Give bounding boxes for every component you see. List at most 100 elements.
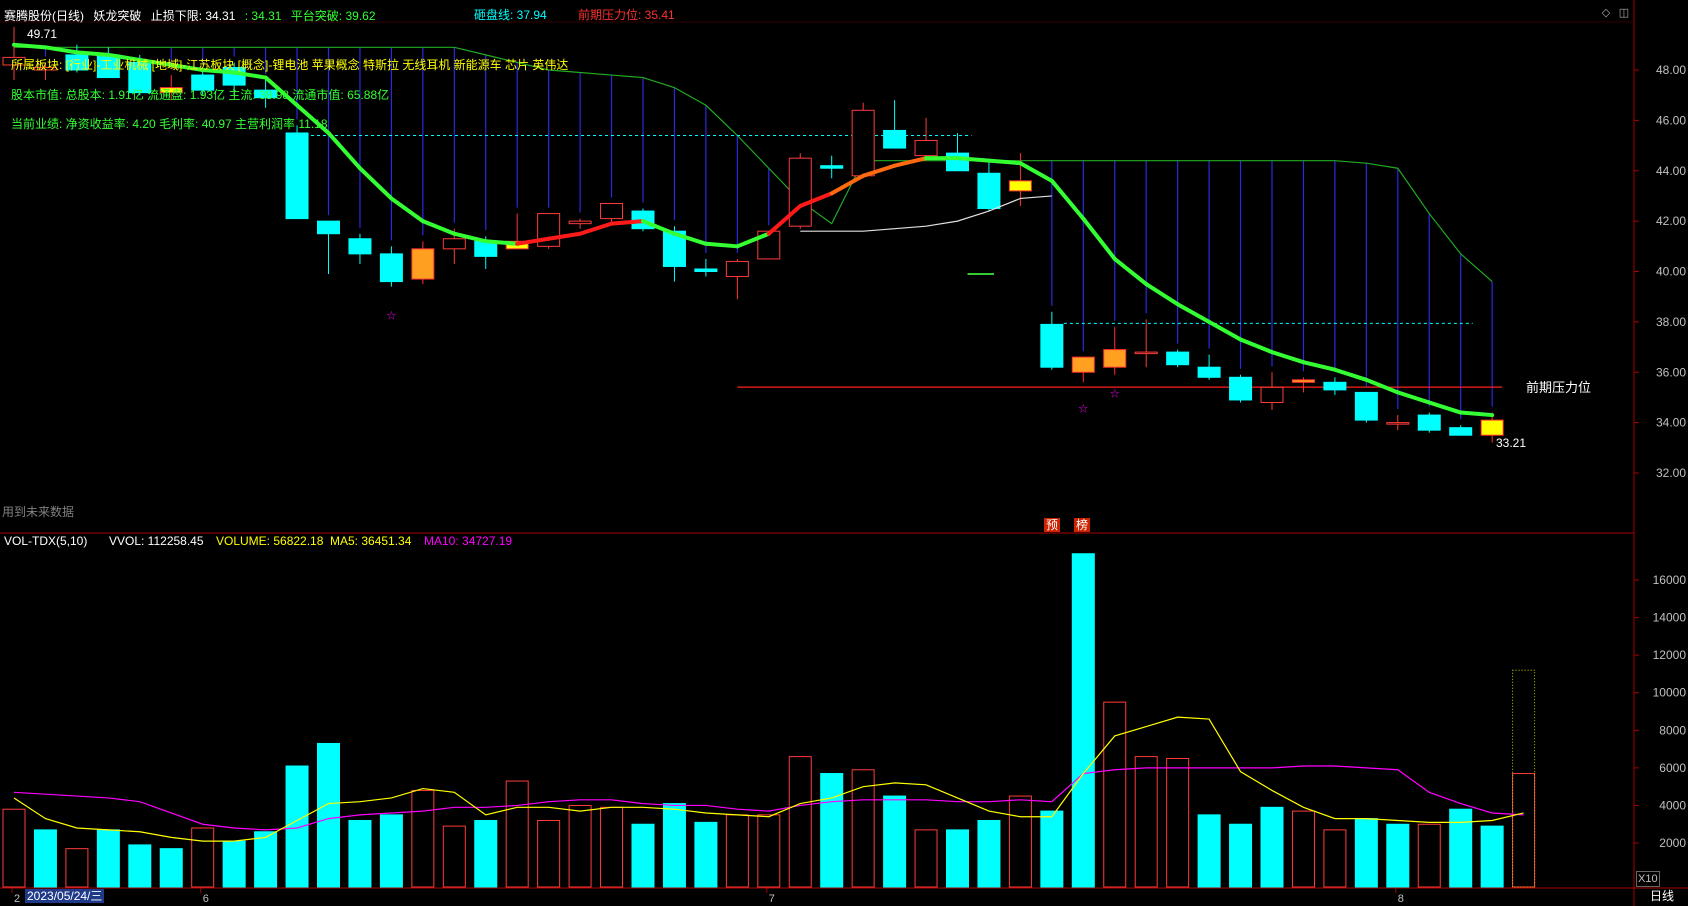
- volume-tick-label: 10000: [1653, 686, 1687, 700]
- candle-body: [411, 248, 435, 280]
- volume-bar: [820, 773, 844, 888]
- ma-fast-segment: [169, 62, 205, 72]
- ma-fast-segment: [452, 231, 488, 244]
- disk-line-label: 砸盘线: 37.94: [474, 8, 547, 22]
- volume-bar: [33, 829, 57, 888]
- ma-fast-segment: [1458, 410, 1495, 418]
- ma-fast-segment: [609, 219, 645, 226]
- candle-body: [977, 172, 1001, 210]
- x10-label: X10: [1636, 871, 1660, 887]
- candle-body: [946, 152, 969, 172]
- volume-bar: [1008, 795, 1032, 888]
- price-tick-label: 42.00: [1656, 214, 1686, 228]
- candle-body: [600, 202, 624, 220]
- price-tick-label: 48.00: [1656, 63, 1686, 77]
- volume-bar: [883, 795, 907, 888]
- candle-body: [1386, 422, 1410, 425]
- ma-fast-segment: [861, 163, 897, 178]
- volume-bar: [1134, 756, 1158, 888]
- volume-tick-label: 12000: [1653, 648, 1687, 662]
- ma-fast-segment: [546, 231, 583, 241]
- candle-body: [1166, 351, 1190, 366]
- volume-bar: [1323, 829, 1347, 888]
- volume-ma10-line: [13, 765, 1524, 831]
- volume-bar: [96, 829, 120, 888]
- period-label[interactable]: 日线: [1650, 889, 1675, 903]
- volume-bar: [946, 829, 969, 888]
- ma-slow-line: [800, 195, 1052, 232]
- ma-fast-segment: [892, 156, 929, 168]
- candle-body: [254, 89, 278, 99]
- ma-fast-segment: [1238, 337, 1274, 355]
- candle-body: [1291, 379, 1315, 383]
- window-toggle-icon[interactable]: ◫: [1618, 7, 1630, 19]
- star-marker: ☆: [386, 308, 397, 322]
- candle-body: [1197, 366, 1221, 378]
- ma-fast-segment: [798, 191, 834, 209]
- volume-bar: [1197, 814, 1221, 888]
- candle-body: [159, 87, 183, 94]
- candle-body: [1354, 391, 1378, 421]
- volume-bar: [411, 789, 435, 888]
- ma-fast-segment: [578, 221, 614, 236]
- volume-bar: [600, 806, 624, 888]
- volume-bar: [977, 819, 1001, 888]
- indicator-name[interactable]: 妖龙突破: [93, 9, 142, 23]
- volume-bar: [1354, 818, 1378, 888]
- price-tick-label: 38.00: [1656, 315, 1686, 329]
- candle-body: [883, 129, 907, 149]
- ma-fast-segment: [1144, 282, 1180, 307]
- capital-info: 股本市值: 总股本: 1.91亿 流通盘: 1.93亿 主流: 38.98 流通…: [11, 88, 390, 102]
- vol-ma10: MA10: 34727.19: [424, 534, 513, 548]
- ma-fast-segment: [1175, 302, 1212, 324]
- volume-bar: [254, 831, 278, 888]
- ma-fast-segment: [200, 68, 237, 75]
- ma-fast-segment: [955, 156, 991, 163]
- volume-bar: [505, 780, 529, 888]
- sector-info: 所属板块: [行业]-工业机械 [地域]-江苏板块 [概念]-锂电池 苹果概念 …: [11, 58, 569, 72]
- future-data-note: 用到未来数据: [2, 505, 75, 519]
- candle-body: [317, 220, 340, 235]
- ma-fast-segment: [1270, 350, 1306, 365]
- candle-body: [128, 61, 152, 94]
- diamond-icon[interactable]: ◇: [1601, 7, 1611, 19]
- volume-bar: [851, 769, 875, 888]
- volume-bar: [474, 819, 498, 888]
- candle-body: [1103, 349, 1127, 368]
- candle-body: [820, 165, 844, 169]
- ma-fast-segment: [1207, 319, 1243, 342]
- volume-bar: [1417, 823, 1441, 888]
- ma-fast-segment: [1395, 390, 1432, 405]
- volume-bar: [1512, 773, 1536, 888]
- vol-indicator-name[interactable]: VOL-TDX(5,10): [4, 534, 88, 548]
- volume-tick-label: 14000: [1653, 611, 1687, 625]
- candle-body: [33, 66, 57, 71]
- ma-fast-segment: [295, 103, 331, 135]
- price-tick-label: 32.00: [1656, 466, 1686, 480]
- star-marker: ☆: [1109, 386, 1120, 400]
- x-tick-label: 7: [769, 893, 775, 905]
- ma-fast-segment: [1301, 360, 1337, 372]
- candle-body: [191, 74, 215, 91]
- volume-bar: [662, 803, 686, 888]
- ma-fast-segment: [766, 204, 803, 236]
- volume-bar: [285, 765, 309, 888]
- volume-bar: [128, 844, 152, 888]
- volume-bar: [191, 827, 215, 888]
- ma-fast-segment: [420, 219, 457, 236]
- ma-fast-segment: [483, 239, 520, 246]
- ma-fast-segment: [106, 52, 142, 62]
- candle-body: [662, 230, 686, 267]
- candle-body: [1134, 351, 1158, 355]
- main-chart-header: 赛腾股份(日线) 妖龙突破 止损下限: 34.31 : 34.31 平台突破: …: [4, 7, 382, 24]
- stock-title[interactable]: 赛腾股份(日线): [4, 9, 84, 23]
- price-tick-label: 34.00: [1656, 416, 1686, 430]
- volume-bar: [1449, 808, 1473, 888]
- candle-body: [1417, 414, 1441, 431]
- x-tick-label: 2: [14, 893, 20, 905]
- performance-info: 当前业绩: 净资收益率: 4.20 毛利率: 40.97 主营利润率 11.18: [11, 117, 328, 131]
- pre-label-1: 预: [1044, 518, 1061, 532]
- candle-body: [442, 238, 466, 250]
- ma-fast-segment: [263, 75, 300, 108]
